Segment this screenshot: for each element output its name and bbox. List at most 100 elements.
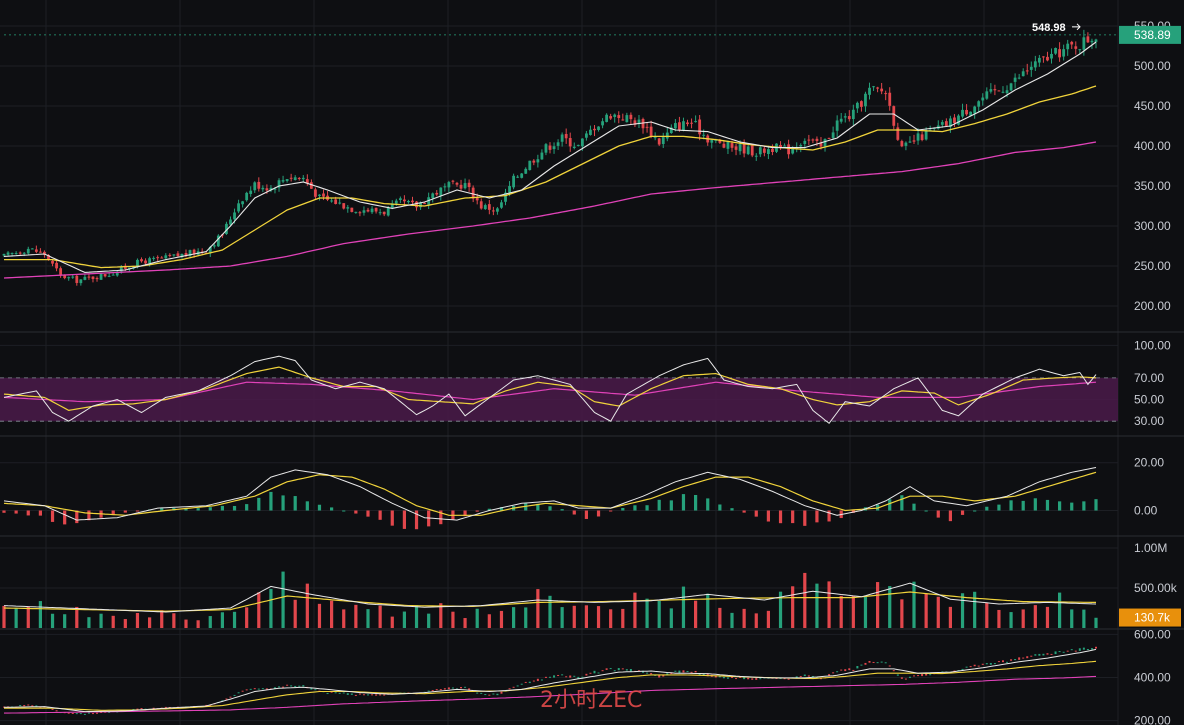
overview-candle bbox=[929, 674, 932, 676]
candle-body bbox=[1086, 36, 1090, 43]
candle-body bbox=[212, 245, 216, 247]
overview-candle bbox=[249, 688, 252, 690]
overview-candle bbox=[900, 677, 903, 679]
candle-body bbox=[398, 198, 402, 201]
candle-body bbox=[305, 179, 309, 184]
macd-histogram-bar bbox=[681, 494, 686, 511]
overview-candle bbox=[625, 669, 628, 671]
overview-candle bbox=[844, 669, 847, 672]
ma-fast-line bbox=[3, 41, 1097, 273]
candle-body bbox=[601, 121, 604, 126]
candle-body bbox=[91, 276, 95, 280]
overview-candle bbox=[302, 685, 305, 687]
candle-body bbox=[491, 210, 495, 212]
rsi-mid-line bbox=[3, 381, 1097, 403]
overview-candle bbox=[864, 662, 867, 665]
candle-body bbox=[1062, 49, 1066, 57]
macd-histogram-bar bbox=[354, 510, 358, 514]
volume-bar bbox=[621, 608, 625, 628]
macd-histogram-bar bbox=[960, 510, 965, 515]
overview-candle bbox=[500, 691, 503, 694]
overview-candle bbox=[731, 677, 733, 679]
overview-candle bbox=[229, 696, 232, 698]
volume-bar bbox=[1009, 612, 1013, 628]
overview-candle bbox=[617, 668, 620, 671]
macd-histogram-bar bbox=[778, 510, 783, 524]
candle-body bbox=[261, 187, 265, 190]
overview-candle bbox=[1054, 651, 1057, 655]
volume-bar bbox=[172, 613, 176, 628]
macd-histogram-bar bbox=[718, 504, 722, 511]
macd-histogram-bar bbox=[342, 510, 346, 512]
candle-body bbox=[318, 194, 321, 196]
overview-candle bbox=[512, 686, 515, 688]
candle-body bbox=[754, 155, 758, 157]
candle-body bbox=[783, 145, 786, 147]
candle-body bbox=[362, 210, 366, 213]
volume-bar bbox=[2, 605, 6, 628]
candle-body bbox=[314, 189, 317, 197]
volume-bar bbox=[1070, 609, 1074, 628]
price-axis[interactable]: 550.00500.00450.00400.00350.00300.00250.… bbox=[1134, 19, 1178, 725]
macd-histogram-bar bbox=[135, 510, 140, 512]
overview-candle bbox=[1010, 659, 1013, 661]
candle-body bbox=[87, 276, 91, 278]
rsi-fast-line bbox=[3, 355, 1097, 425]
overview-candle bbox=[726, 677, 729, 679]
overview-candle bbox=[666, 673, 669, 676]
volume-bar bbox=[354, 604, 358, 628]
volume-bar bbox=[14, 607, 18, 628]
overview-candle bbox=[965, 666, 968, 668]
candle-body bbox=[382, 211, 386, 215]
candle-body bbox=[880, 88, 884, 92]
volume-tick-label: 500.00k bbox=[1134, 581, 1178, 595]
candle-body bbox=[269, 187, 273, 191]
candle-body bbox=[164, 255, 168, 259]
candle-body bbox=[338, 202, 342, 204]
candle-body bbox=[924, 130, 928, 140]
overview-candle bbox=[71, 712, 74, 714]
volume-bar bbox=[414, 605, 419, 628]
overview-candle bbox=[787, 678, 790, 680]
overview-candle bbox=[585, 673, 588, 676]
candle-body bbox=[815, 138, 819, 141]
macd-histogram-bar bbox=[900, 495, 904, 511]
volume-bar bbox=[269, 588, 273, 628]
candle-body bbox=[431, 193, 435, 199]
overview-candle bbox=[476, 692, 479, 694]
overview-candle bbox=[811, 675, 814, 678]
high-arrow-icon bbox=[1072, 23, 1081, 31]
candle-body bbox=[997, 90, 1001, 92]
overview-candle bbox=[795, 676, 798, 678]
macd-histogram-bar bbox=[281, 495, 285, 511]
candle-body bbox=[742, 143, 746, 154]
overview-candle bbox=[358, 693, 361, 695]
candle-body bbox=[47, 254, 50, 261]
volume-bar bbox=[985, 602, 989, 628]
macd-histogram-bar bbox=[463, 510, 467, 517]
volume-bar bbox=[160, 610, 164, 628]
volume-bar bbox=[948, 606, 952, 628]
overview-candle bbox=[694, 670, 697, 673]
overview-candle bbox=[205, 704, 208, 706]
volume-bar bbox=[99, 613, 103, 628]
overview-candle bbox=[1046, 653, 1049, 655]
candle-body bbox=[411, 200, 414, 203]
macd-histogram-bar bbox=[912, 503, 916, 511]
candle-body bbox=[657, 138, 661, 145]
candle-body bbox=[564, 133, 568, 139]
candle-body bbox=[1050, 53, 1053, 59]
candle-body bbox=[394, 200, 398, 204]
volume-bar bbox=[742, 608, 746, 628]
volume-bar bbox=[839, 595, 843, 628]
macd-histogram-bar bbox=[2, 510, 6, 513]
candle-body bbox=[957, 115, 960, 125]
candle-body bbox=[645, 126, 649, 128]
overview-candle bbox=[605, 668, 608, 670]
price-tick-label: 350.00 bbox=[1134, 179, 1171, 193]
volume-bar bbox=[427, 613, 431, 628]
macd-histogram-bar bbox=[1094, 499, 1098, 511]
candle-body bbox=[532, 160, 536, 163]
candle-body bbox=[831, 132, 835, 139]
